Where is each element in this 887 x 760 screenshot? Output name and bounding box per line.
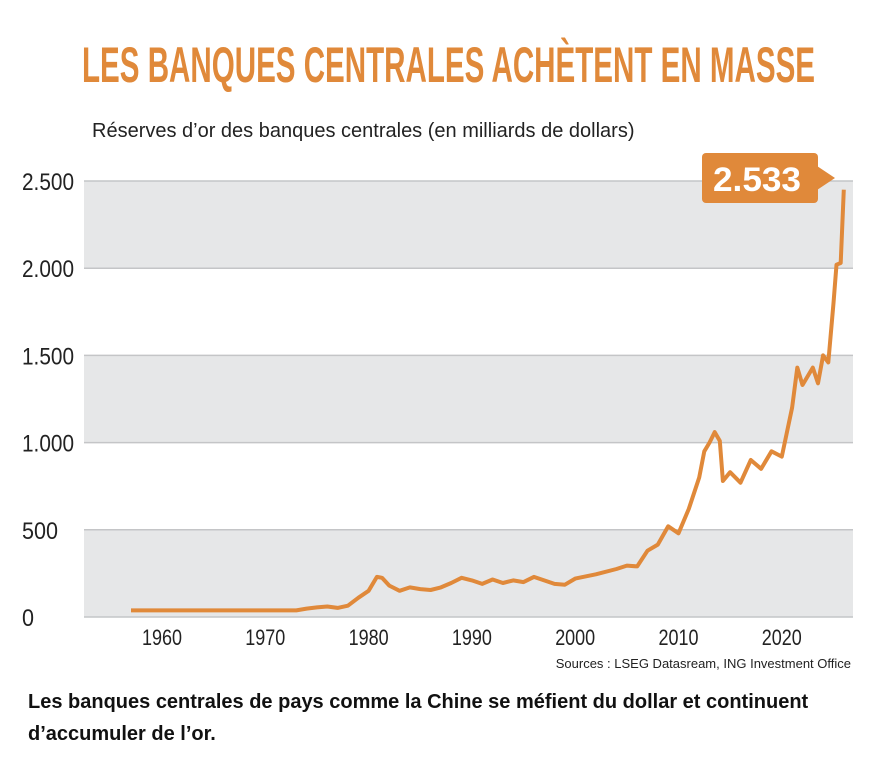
y-tick-label: 1.500 — [22, 343, 74, 370]
chart-subtitle: Réserves d’or des banques centrales (en … — [92, 120, 635, 142]
x-tick-label: 2000 — [555, 625, 595, 650]
x-tick-label: 2010 — [659, 625, 699, 650]
x-tick-label: 2020 — [762, 625, 802, 650]
y-tick-label: 2.000 — [22, 256, 74, 283]
x-tick-label: 1970 — [245, 625, 285, 650]
y-tick-label: 500 — [22, 518, 58, 545]
y-tick-label: 2.500 — [22, 169, 74, 196]
grid-band — [84, 529, 853, 617]
grid-band — [84, 355, 853, 443]
series-line — [131, 189, 846, 613]
callout-box — [702, 153, 818, 203]
callout-pointer — [817, 166, 835, 190]
y-tick-label: 0 — [22, 605, 34, 632]
chart-title-wrapper: LES BANQUES CENTRALES ACHÈTENT EN MASSE — [82, 37, 815, 93]
value-callout: 2.533 — [702, 153, 835, 203]
x-tick-label: 1960 — [142, 625, 182, 650]
callout-value: 2.533 — [713, 161, 801, 199]
y-tick-label: 1.000 — [22, 431, 74, 458]
x-tick-label: 1980 — [349, 625, 389, 650]
caption: Les banques centrales de pays comme la C… — [28, 691, 809, 745]
source-note: Sources : LSEG Datasream, ING Investment… — [555, 656, 851, 671]
line-chart: 0 500 1.000 1.500 2.000 2.500 1960 1970 1980 199… — [22, 153, 853, 650]
chart-title: LES BANQUES CENTRALES ACHÈTENT EN MASSE — [82, 37, 815, 93]
x-tick-label: 1990 — [452, 625, 492, 650]
